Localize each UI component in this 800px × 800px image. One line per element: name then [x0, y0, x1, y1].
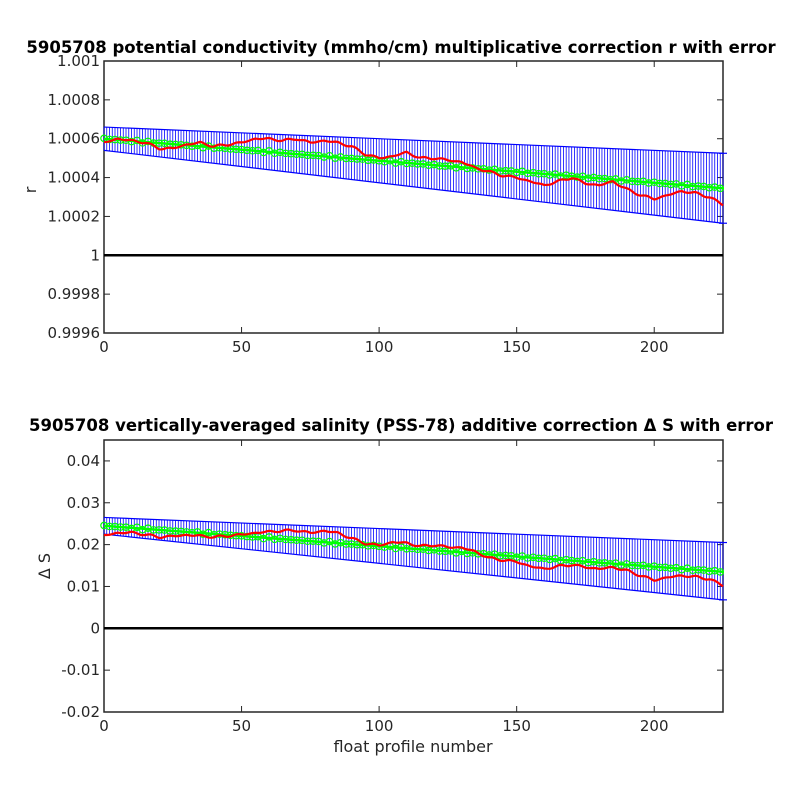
error-upper-bound	[103, 516, 724, 544]
x-tick-label: 0	[99, 717, 109, 735]
y-tick-label: 0.9998	[48, 285, 101, 303]
y-tick-label: 1.0004	[48, 169, 101, 187]
x-tick-label: 100	[365, 717, 394, 735]
chart-title: 5905708 vertically-averaged salinity (PS…	[29, 416, 774, 435]
y-tick-label: 0.04	[67, 452, 100, 470]
y-axis-label: Δ S	[35, 553, 54, 579]
y-tick-label: 1.001	[57, 52, 100, 70]
x-tick-label: 200	[640, 338, 669, 356]
y-tick-label: 0.02	[67, 536, 100, 554]
y-tick-label: 1	[90, 246, 100, 264]
chart-title: 5905708 potential conductivity (mmho/cm)…	[26, 38, 776, 57]
y-tick-label: 0	[90, 619, 100, 637]
plot-area: 0 50 100 150 200 0.9996 0.9998 1 1.0002 1.0004 1.0…	[48, 52, 727, 356]
y-tick-label: 1.0002	[48, 207, 101, 225]
observed-line	[103, 528, 724, 588]
x-tick-label: 0	[99, 338, 109, 356]
axes-frame	[103, 60, 724, 334]
x-tick-label: 200	[640, 717, 669, 735]
y-tick-label: -0.01	[61, 661, 100, 679]
axes-frame	[103, 439, 724, 713]
x-tick-label: 50	[232, 338, 251, 356]
salinity-correction-chart: 5905708 vertically-averaged salinity (PS…	[29, 416, 774, 756]
fit-line	[103, 137, 724, 190]
error-lower-bound	[103, 533, 724, 601]
y-tick-label: -0.02	[61, 703, 100, 721]
y-tick-label: 0.01	[67, 577, 100, 595]
x-tick-label: 150	[502, 717, 531, 735]
error-upper-bound	[103, 126, 724, 154]
observed-line	[103, 136, 724, 207]
y-tick-label: 1.0008	[48, 91, 101, 109]
x-tick-label: 150	[502, 338, 531, 356]
y-tick-label: 0.03	[67, 494, 100, 512]
y-tick-label: 1.0006	[48, 130, 101, 148]
x-tick-label: 50	[232, 717, 251, 735]
conductivity-correction-chart: 5905708 potential conductivity (mmho/cm)…	[21, 38, 776, 356]
x-tick-label: 100	[365, 338, 394, 356]
y-tick-label: 0.9996	[48, 324, 101, 342]
plot-area: 0 50 100 150 200 -0.02 -0.01 0 0.01 0.02 0.03 0.04	[61, 439, 727, 735]
x-axis-label: float profile number	[333, 737, 493, 756]
y-axis-label: r	[21, 186, 40, 193]
fit-line	[103, 524, 724, 574]
error-lower-bound	[103, 149, 724, 224]
